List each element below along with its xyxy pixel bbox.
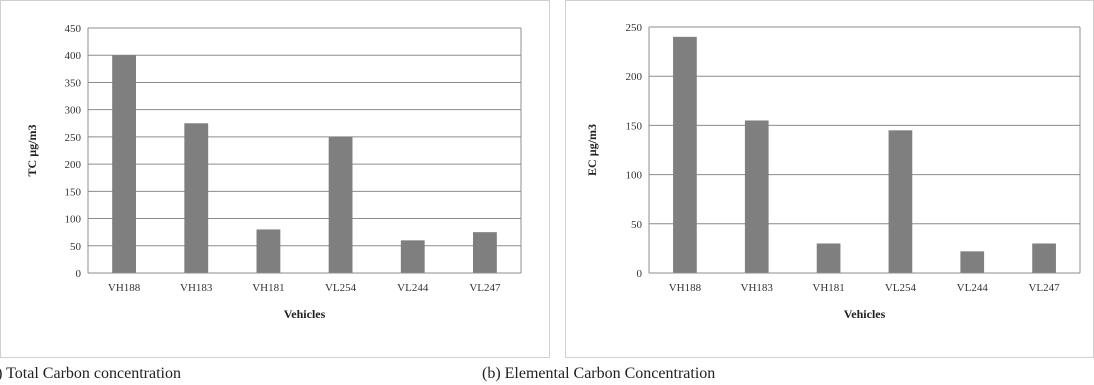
ec-y-axis-title: EC µg/m3 — [585, 124, 599, 176]
tc-bar-vh188 — [112, 55, 136, 273]
tc-x-tick-label: VL254 — [325, 282, 357, 294]
tc-x-axis-title: Vehicles — [284, 307, 326, 321]
tc-bar-vh183 — [184, 123, 209, 274]
ec-y-tick-label: 50 — [631, 219, 643, 231]
ec-x-tick-label: VH183 — [741, 282, 774, 294]
ec-bar-vl254 — [888, 130, 913, 273]
tc-y-tick-label: 450 — [65, 23, 82, 35]
ec-y-tick-label: 100 — [626, 170, 643, 182]
chart-elemental-carbon: 0 50 100 150 200 250 VH188 VH183 VH181 VL254 VL244… — [585, 22, 1081, 321]
ec-x-tick-label: VL244 — [957, 282, 989, 294]
chart-panel-total-carbon: 0 50 100 150 200 250 300 350 400 450 VH188 VH183 VH1… — [0, 0, 550, 358]
ec-bar-vh188 — [673, 36, 697, 274]
tc-y-tick-label: 300 — [65, 105, 82, 117]
tc-x-tick-label: VH183 — [180, 282, 213, 294]
tc-bar-vl254 — [328, 136, 353, 273]
tc-bar-vh181 — [256, 229, 281, 273]
ec-y-tick-label: 250 — [626, 22, 643, 34]
caption-elemental-carbon: (b) Elemental Carbon Concentration — [482, 365, 716, 382]
ec-bar-vh183 — [744, 120, 769, 273]
ec-bar-vl247 — [1032, 243, 1056, 273]
tc-x-tick-label: VL244 — [397, 282, 429, 294]
ec-x-tick-label: VH188 — [669, 282, 702, 294]
tc-y-axis-title: TC µg/m3 — [25, 125, 39, 177]
ec-bar-vh181 — [816, 243, 841, 273]
tc-x-tick-label: VH181 — [252, 282, 284, 294]
tc-y-tick-label: 50 — [70, 241, 82, 253]
ec-y-tick-label: 200 — [626, 71, 643, 83]
tc-y-tick-label: 400 — [65, 50, 82, 62]
chart-panel-elemental-carbon: 0 50 100 150 200 250 VH188 VH183 VH181 VL254 VL244… — [565, 0, 1094, 358]
tc-x-tick-label: VH188 — [108, 282, 141, 294]
caption-total-carbon: a) Total Carbon concentration — [0, 365, 181, 382]
ec-x-tick-label: VH181 — [812, 282, 844, 294]
tc-y-tick-label: 0 — [76, 268, 82, 280]
ec-x-tick-label: VL254 — [885, 282, 917, 294]
tc-x-tick-label: VL247 — [469, 282, 501, 294]
chart-total-carbon: 0 50 100 150 200 250 300 350 400 450 VH188 VH183 VH1… — [25, 23, 522, 321]
tc-bar-vl247 — [473, 232, 497, 273]
tc-y-tick-label: 250 — [65, 132, 82, 144]
ec-x-axis-title: Vehicles — [844, 307, 886, 321]
ec-bar-vl244 — [960, 251, 985, 273]
tc-y-tick-label: 150 — [65, 186, 82, 198]
tc-y-tick-label: 350 — [65, 77, 82, 89]
tc-y-tick-label: 200 — [65, 159, 82, 171]
ec-x-tick-label: VL247 — [1028, 282, 1060, 294]
ec-y-tick-label: 150 — [626, 120, 643, 132]
tc-bar-vl244 — [400, 240, 425, 273]
tc-y-tick-label: 100 — [65, 214, 82, 226]
ec-y-tick-label: 0 — [637, 268, 643, 280]
